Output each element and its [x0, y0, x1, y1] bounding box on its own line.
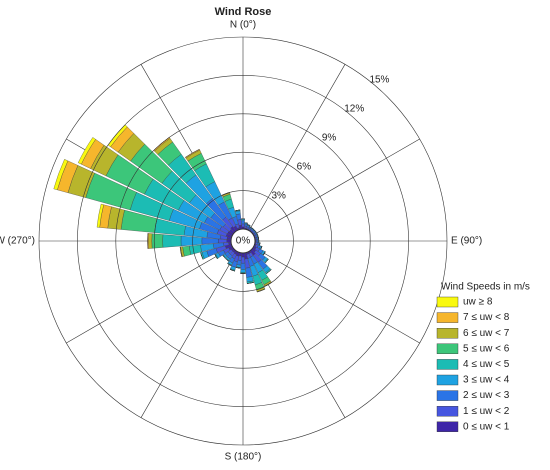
legend-swatch: [436, 312, 459, 323]
wedge: [77, 137, 96, 165]
compass-label: S (180°): [225, 452, 262, 463]
legend-label: 1 ≤ uw < 2: [463, 406, 510, 417]
ring: [38, 36, 448, 446]
radial-label: 9%: [322, 133, 337, 144]
spoke: [66, 246, 233, 344]
wedge: [241, 220, 245, 225]
wedge: [225, 258, 229, 262]
wedge: [241, 219, 245, 222]
wedge: [241, 223, 245, 228]
ring: [115, 113, 371, 369]
legend-swatch: [436, 421, 459, 432]
legend-swatch: [436, 296, 459, 308]
wedge: [240, 263, 246, 270]
wedge: [256, 239, 259, 243]
legend-title: Wind Speeds in m/s: [441, 282, 530, 293]
legend-label: uw ≥ 8: [463, 297, 493, 308]
compass-label: E (90°): [451, 236, 482, 247]
legend-label: 7 ≤ uw < 8: [463, 312, 510, 323]
ring: [153, 151, 333, 331]
wedge: [189, 244, 202, 255]
ring: [192, 190, 294, 292]
legend-label: 6 ≤ uw < 7: [463, 328, 510, 339]
radial-label: 12%: [344, 104, 364, 115]
wedge: [201, 237, 219, 245]
spoke: [253, 246, 420, 344]
spoke: [253, 138, 420, 236]
legend-swatch: [436, 406, 459, 417]
wedge: [53, 159, 69, 191]
legend-swatch: [436, 328, 459, 339]
legend-label: 0 ≤ uw < 1: [463, 421, 510, 432]
legend-swatch: [436, 390, 459, 401]
wedge: [257, 289, 266, 293]
wedge: [241, 252, 245, 258]
radial-label: 15%: [369, 75, 389, 86]
spoke: [140, 251, 238, 418]
wedge: [218, 238, 227, 244]
legend-label: 5 ≤ uw < 6: [463, 343, 510, 354]
wedge: [185, 149, 200, 158]
wedges: [53, 124, 272, 293]
spoke: [248, 64, 346, 231]
center-label: 0%: [236, 236, 251, 247]
wedge: [241, 256, 245, 264]
compass-label: W (270°): [0, 236, 35, 247]
legend-label: 3 ≤ uw < 4: [463, 375, 510, 386]
wedge: [227, 263, 232, 266]
chart-title: Wind Rose: [215, 6, 272, 18]
legend-swatch: [436, 343, 459, 354]
wedge: [244, 222, 248, 224]
wedge: [240, 269, 246, 273]
ring: [230, 228, 256, 254]
wedge: [180, 235, 203, 247]
legend-label: 4 ≤ uw < 5: [463, 359, 510, 370]
wedge: [260, 246, 263, 250]
compass-label: N (0°): [230, 20, 256, 31]
radial-label: 3%: [271, 191, 286, 202]
legend-label: 2 ≤ uw < 3: [463, 390, 510, 401]
wedge: [148, 233, 153, 249]
wedge: [96, 203, 104, 228]
wedge: [255, 239, 258, 243]
legend-swatch: [436, 374, 459, 386]
wedge: [226, 239, 232, 243]
wedge: [214, 254, 218, 259]
legend: Wind Speeds in m/s 0 ≤ uw < 1 1 ≤ uw < 2 2 …: [436, 282, 530, 432]
wedge: [151, 233, 164, 249]
radial-label: 6%: [297, 162, 312, 173]
legend-swatch: [436, 359, 459, 370]
wedge: [179, 246, 182, 257]
wedge: [162, 234, 182, 248]
ring: [77, 75, 409, 407]
